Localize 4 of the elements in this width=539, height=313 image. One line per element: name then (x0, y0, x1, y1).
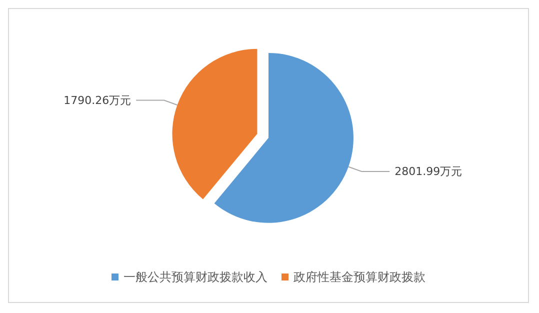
data-label: 2801.99万元 (394, 164, 462, 178)
data-label: 1790.26万元 (64, 94, 132, 107)
legend-label: 政府性基金预算财政拨款 (294, 270, 426, 284)
legend-label: 一般公共预算财政拨款收入 (124, 270, 268, 284)
